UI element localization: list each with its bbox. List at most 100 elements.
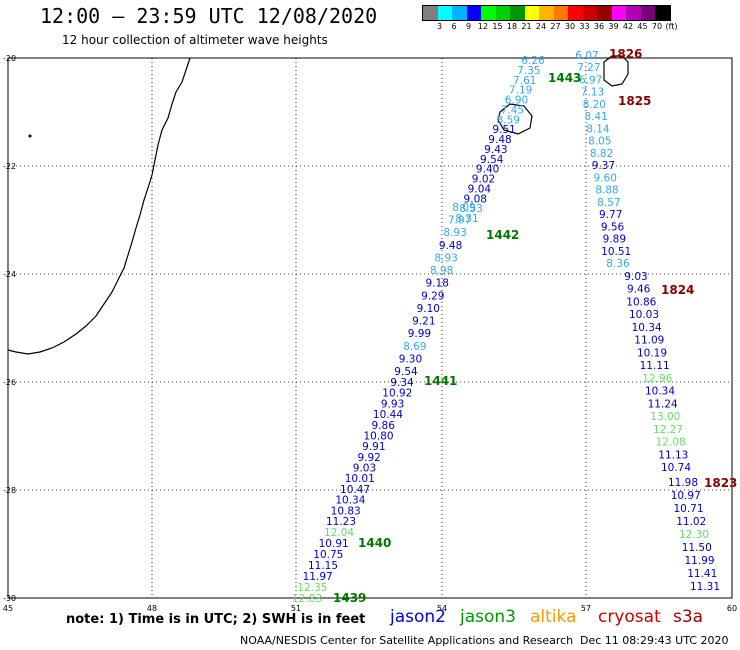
pass-number-label: 1824 [661, 283, 694, 297]
wave-height-value: 8.88 [595, 185, 618, 197]
lat-tick-label: -30 [3, 594, 16, 603]
lat-tick-label: -26 [3, 378, 16, 387]
wave-height-value: 11.31 [690, 581, 720, 593]
wave-height-value: 6.90 [505, 95, 528, 107]
wave-height-value: 9.86 [372, 420, 396, 432]
wave-height-value: 8.69 [403, 341, 426, 353]
legend-label: 6 [451, 22, 457, 31]
wave-height-value: 11.09 [634, 335, 664, 347]
wave-height-value: 11.24 [648, 398, 678, 410]
wave-height-value: 9.29 [421, 290, 444, 302]
legend-swatch [539, 6, 554, 20]
wave-height-value: 12.04 [324, 527, 354, 539]
wave-height-value: 8.59 [497, 114, 520, 126]
legend-label: 42 [622, 22, 634, 31]
wave-height-value: 12.35 [297, 582, 327, 594]
legend-label: 39 [608, 22, 619, 31]
lat-tick-label: -24 [3, 270, 16, 279]
legend-swatch [640, 6, 655, 20]
sat-cryosat: cryosat [598, 607, 661, 627]
legend-label: 24 [535, 22, 547, 31]
legend-swatch [437, 6, 452, 20]
legend-label: 36 [593, 22, 605, 31]
page-subtitle: 12 hour collection of altimeter wave hei… [62, 33, 328, 47]
wave-height-values: 12.0410.9110.7511.1511.9712.3512.839.341… [292, 50, 720, 605]
wave-height-value: 10.75 [313, 549, 343, 561]
wave-height-value: 8.93 [434, 252, 457, 264]
wave-height-value: 7.27 [577, 62, 600, 74]
wave-height-value: 7.19 [509, 85, 532, 97]
map-frame [7, 57, 733, 599]
wave-height-value: 12.27 [653, 424, 683, 436]
legend-swatch [568, 6, 583, 20]
wave-height-value: 7.45 [501, 104, 524, 116]
wave-height-value: 8.14 [586, 123, 610, 135]
wave-height-value: 9.21 [412, 316, 435, 328]
wave-height-value: 10.74 [661, 462, 691, 474]
wave-height-value: 11.41 [687, 568, 717, 580]
legend-label: 12 [477, 22, 489, 31]
pass-labels: 1439 1440 1441 1442 1443 1826 1825 1824 1823 [333, 47, 737, 605]
pass-number-label: 1443 [548, 71, 581, 85]
wave-height-value: 11.97 [303, 571, 333, 583]
wave-height-value: 10.83 [331, 505, 361, 517]
legend-swatch [466, 6, 481, 20]
lat-tick-label: -22 [3, 162, 16, 171]
wave-height-value: 10.44 [373, 409, 403, 421]
wave-height-value: 10.97 [671, 490, 701, 502]
credit-line: NOAA/NESDIS Center for Satellite Applica… [240, 634, 574, 647]
legend-swatch [626, 6, 641, 20]
legend-swatch [510, 6, 525, 20]
wave-height-value: 9.60 [594, 172, 617, 184]
wave-height-value: 10.34 [335, 495, 365, 507]
lon-tick-label: 57 [581, 604, 591, 613]
timestamp: Dec 11 08:29:43 UTC 2020 [580, 634, 729, 647]
wave-height-value: 8.57 [597, 197, 620, 209]
wave-height-value: 8.53 [459, 203, 482, 215]
legend-label: 3 [436, 22, 443, 31]
legend-swatch [495, 6, 510, 20]
wave-height-value: 10.86 [626, 296, 656, 308]
lon-tick-label: 45 [3, 604, 13, 613]
wave-height-value: 11.11 [640, 360, 670, 372]
wave-height-value: 10.03 [629, 309, 659, 321]
wave-height-value: 9.08 [464, 193, 487, 205]
wave-height-value: 11.15 [308, 560, 338, 572]
pass-number-label: 1823 [704, 476, 737, 490]
wave-height-value: 10.01 [345, 473, 375, 485]
wave-height-value: 9.40 [476, 164, 499, 176]
wave-height-value: 9.93 [381, 398, 404, 410]
legend-swatch [452, 6, 467, 20]
sat-jason2: jason2 [390, 607, 446, 627]
pass-number-label: 1442 [486, 228, 519, 242]
wave-height-value: 7.35 [517, 65, 540, 77]
wave-height-value: 10.51 [601, 246, 631, 258]
wave-height-value: 9.56 [601, 221, 625, 233]
color-scale-labels: 3 6 9 12 15 18 21 24 27 30 33 36 39 42 45 70 (ft) [422, 22, 740, 34]
wave-height-value: 6.26 [521, 55, 545, 67]
lat-tick-label: -20 [3, 54, 16, 63]
legend-label: 30 [564, 22, 576, 31]
pass-number-label: 1825 [618, 94, 651, 108]
wave-height-value: 10.80 [364, 430, 394, 442]
wave-height-value: 9.48 [488, 134, 511, 146]
lon-tick-label: 48 [147, 604, 157, 613]
legend-swatch [582, 6, 597, 20]
wave-height-value: 9.04 [468, 183, 492, 195]
wave-height-value: 10.34 [645, 386, 675, 398]
wave-height-value: 8.20 [583, 99, 606, 111]
reunion-outline [497, 103, 533, 135]
legend-label: 27 [550, 22, 561, 31]
wave-height-value: 9.92 [357, 452, 380, 464]
wave-height-value: 8.98 [430, 265, 453, 277]
wave-height-value: 7.61 [513, 75, 536, 87]
wave-height-value: 6.07 [575, 50, 598, 62]
lon-tick-label: 60 [727, 604, 737, 613]
legend-swatch [481, 6, 496, 20]
page-title: 12:00 – 23:59 UTC 12/08/2020 [40, 4, 378, 28]
footer-note: note: 1) Time is in UTC; 2) SWH is in fe… [66, 612, 366, 627]
legend-swatch [553, 6, 568, 20]
wave-height-value: 11.23 [326, 516, 356, 528]
